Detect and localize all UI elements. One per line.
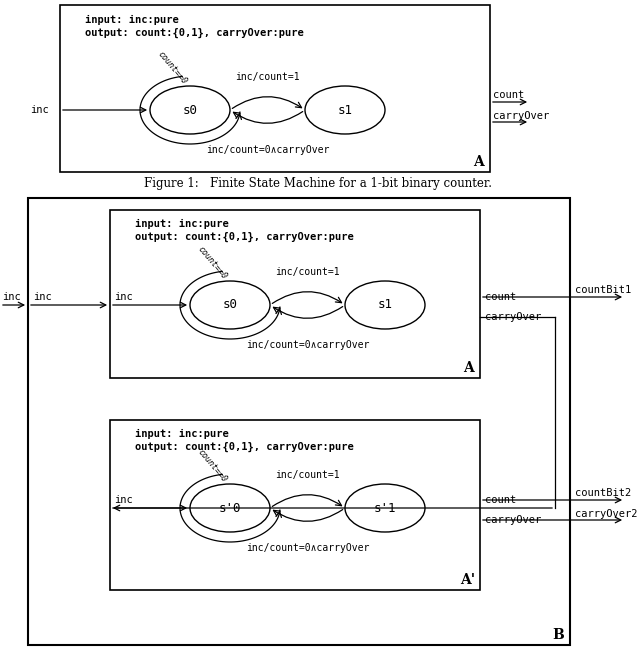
Text: input: inc:pure: input: inc:pure: [135, 219, 229, 229]
Text: Figure 1:   Finite State Machine for a 1-bit binary counter.: Figure 1: Finite State Machine for a 1-b…: [144, 177, 492, 190]
Text: count==0: count==0: [196, 245, 228, 281]
Text: inc: inc: [114, 495, 132, 505]
Text: s1: s1: [378, 298, 392, 311]
Text: output: count:{0,1}, carryOver:pure: output: count:{0,1}, carryOver:pure: [135, 232, 354, 242]
Text: inc/count=1: inc/count=1: [235, 72, 300, 82]
Text: inc: inc: [33, 292, 52, 302]
Text: A: A: [462, 361, 473, 375]
Bar: [110, 420, 480, 590]
Text: inc: inc: [114, 292, 132, 302]
Text: inc/count=0∧carryOver: inc/count=0∧carryOver: [246, 543, 369, 553]
Text: inc/count=0∧carryOver: inc/count=0∧carryOver: [246, 340, 369, 350]
Text: inc/count=0∧carryOver: inc/count=0∧carryOver: [206, 145, 329, 155]
Text: count: count: [485, 495, 516, 505]
Text: s'0: s'0: [218, 502, 241, 515]
Ellipse shape: [190, 484, 270, 532]
Text: B: B: [552, 628, 564, 642]
Text: inc/count=1: inc/count=1: [275, 470, 340, 480]
Ellipse shape: [305, 86, 385, 134]
Text: count==0: count==0: [196, 448, 228, 484]
Text: s0: s0: [222, 298, 238, 311]
Text: s1: s1: [338, 103, 352, 116]
Text: output: count:{0,1}, carryOver:pure: output: count:{0,1}, carryOver:pure: [85, 28, 304, 38]
Text: carryOver: carryOver: [485, 515, 541, 525]
Ellipse shape: [345, 484, 425, 532]
Text: carryOver: carryOver: [493, 111, 549, 121]
Text: A': A': [461, 573, 476, 587]
Text: A: A: [473, 155, 483, 169]
Text: input: inc:pure: input: inc:pure: [135, 429, 229, 439]
Ellipse shape: [150, 86, 230, 134]
Bar: [110, 210, 480, 378]
Text: countBit2: countBit2: [575, 488, 631, 498]
Text: countBit1: countBit1: [575, 285, 631, 295]
Text: s0: s0: [182, 103, 197, 116]
Ellipse shape: [190, 281, 270, 329]
Bar: [60, 5, 490, 172]
Text: input: inc:pure: input: inc:pure: [85, 15, 179, 25]
Text: inc: inc: [30, 105, 49, 115]
Text: count: count: [485, 292, 516, 302]
Ellipse shape: [345, 281, 425, 329]
Text: inc: inc: [2, 292, 21, 302]
Text: output: count:{0,1}, carryOver:pure: output: count:{0,1}, carryOver:pure: [135, 442, 354, 452]
Text: count==0: count==0: [155, 50, 189, 86]
Text: s'1: s'1: [374, 502, 396, 515]
Text: carryOver: carryOver: [485, 312, 541, 322]
Bar: [28, 198, 570, 645]
Text: count: count: [493, 90, 524, 100]
Text: carryOver2: carryOver2: [575, 509, 637, 519]
Text: inc/count=1: inc/count=1: [275, 267, 340, 277]
